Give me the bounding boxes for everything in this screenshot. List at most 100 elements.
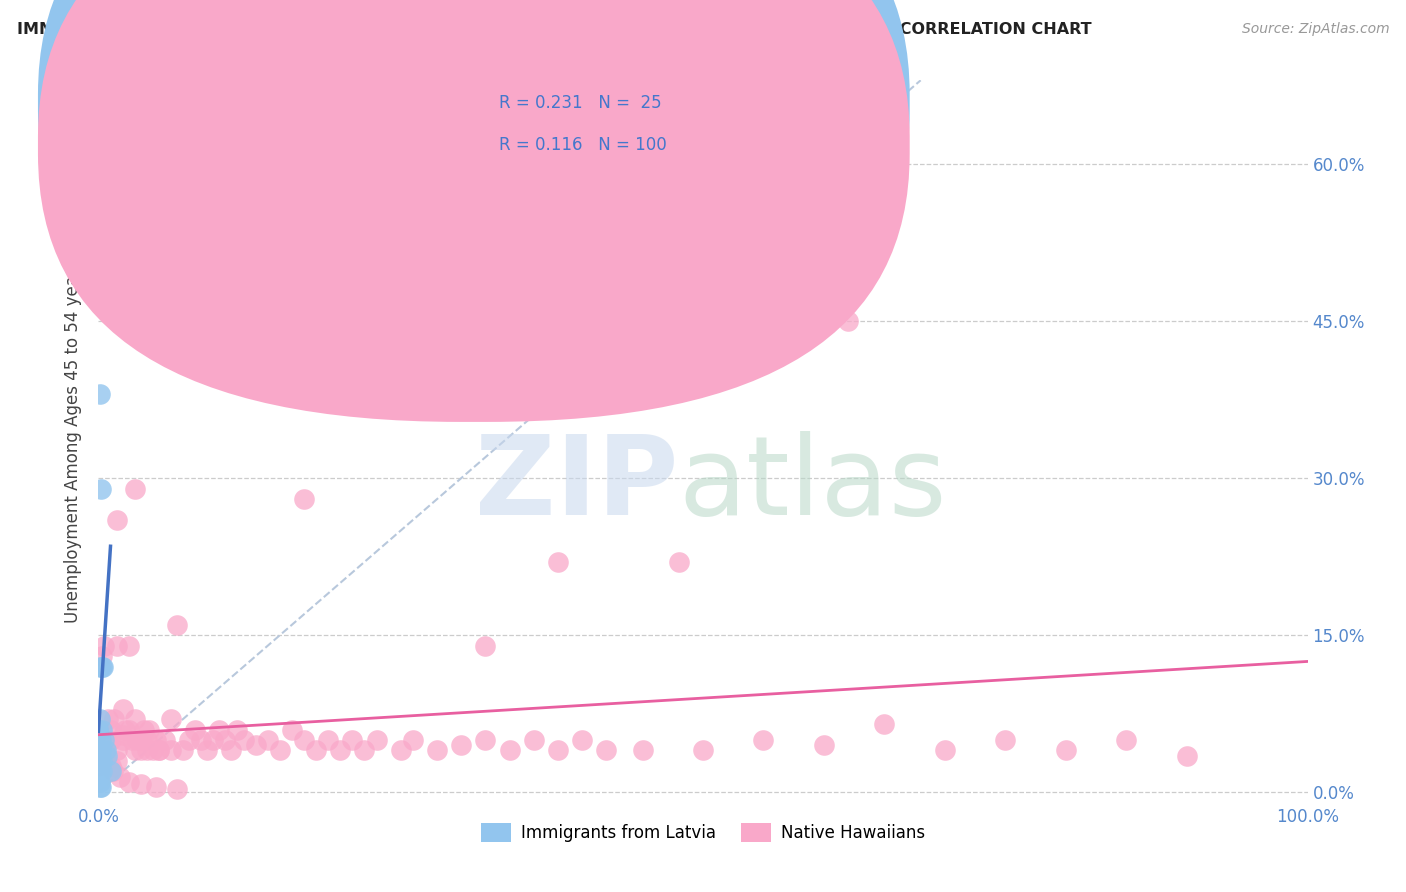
Text: R = 0.116   N = 100: R = 0.116 N = 100 bbox=[499, 136, 666, 154]
Point bbox=[89, 754, 111, 768]
Point bbox=[305, 743, 328, 757]
Point bbox=[89, 764, 111, 779]
Point bbox=[166, 617, 188, 632]
Point bbox=[93, 639, 115, 653]
Point bbox=[134, 723, 156, 737]
Point bbox=[118, 723, 141, 737]
Point bbox=[1115, 733, 1137, 747]
Point bbox=[145, 780, 167, 794]
Point bbox=[402, 733, 425, 747]
Point bbox=[100, 723, 122, 737]
Point bbox=[571, 733, 593, 747]
Point bbox=[89, 659, 111, 673]
Point bbox=[873, 717, 896, 731]
Text: IMMIGRANTS FROM LATVIA VS NATIVE HAWAIIAN UNEMPLOYMENT AMONG AGES 45 TO 54 YEARS: IMMIGRANTS FROM LATVIA VS NATIVE HAWAIIA… bbox=[17, 22, 1091, 37]
Point bbox=[292, 733, 315, 747]
Y-axis label: Unemployment Among Ages 45 to 54 years: Unemployment Among Ages 45 to 54 years bbox=[65, 260, 83, 624]
Point bbox=[90, 780, 112, 794]
Point bbox=[91, 754, 114, 768]
Point bbox=[118, 775, 141, 789]
Point bbox=[595, 743, 617, 757]
Point bbox=[105, 639, 128, 653]
Point bbox=[1175, 748, 1198, 763]
Point bbox=[221, 743, 243, 757]
Legend: Immigrants from Latvia, Native Hawaiians: Immigrants from Latvia, Native Hawaiians bbox=[474, 816, 932, 848]
Point bbox=[474, 639, 496, 653]
Point bbox=[148, 743, 170, 757]
Point bbox=[91, 723, 114, 737]
Point bbox=[111, 733, 134, 747]
Point bbox=[93, 743, 115, 757]
Point bbox=[108, 770, 131, 784]
Point bbox=[342, 733, 364, 747]
Point bbox=[90, 743, 112, 757]
Point bbox=[89, 712, 111, 726]
Point bbox=[93, 743, 115, 757]
Point bbox=[389, 743, 412, 757]
Point bbox=[160, 712, 183, 726]
Point bbox=[316, 733, 339, 747]
Point bbox=[450, 738, 472, 752]
Point bbox=[87, 759, 110, 773]
Point bbox=[153, 733, 176, 747]
Point bbox=[91, 764, 114, 779]
Point bbox=[91, 659, 114, 673]
Point bbox=[269, 743, 291, 757]
Point bbox=[87, 754, 110, 768]
Point bbox=[668, 555, 690, 569]
Point bbox=[208, 723, 231, 737]
Point bbox=[631, 743, 654, 757]
Point bbox=[105, 743, 128, 757]
Text: Source: ZipAtlas.com: Source: ZipAtlas.com bbox=[1241, 22, 1389, 37]
Point bbox=[118, 639, 141, 653]
Point bbox=[89, 754, 111, 768]
Point bbox=[129, 743, 152, 757]
Text: R = 0.231   N =  25: R = 0.231 N = 25 bbox=[499, 94, 662, 112]
Point bbox=[142, 743, 165, 757]
Point bbox=[292, 492, 315, 507]
Point bbox=[692, 743, 714, 757]
Point bbox=[837, 314, 859, 328]
Point bbox=[160, 743, 183, 757]
Point bbox=[179, 733, 201, 747]
Point bbox=[166, 782, 188, 797]
Point bbox=[547, 743, 569, 757]
Point bbox=[89, 387, 111, 401]
Point bbox=[226, 723, 249, 737]
Point bbox=[498, 743, 520, 757]
Point bbox=[184, 723, 207, 737]
Point bbox=[245, 738, 267, 752]
Point bbox=[523, 733, 546, 747]
Point bbox=[214, 733, 236, 747]
Point bbox=[101, 764, 124, 779]
Point bbox=[1054, 743, 1077, 757]
Point bbox=[91, 649, 114, 664]
Text: ZIP: ZIP bbox=[475, 432, 679, 539]
Point bbox=[190, 733, 212, 747]
Point bbox=[124, 482, 146, 496]
Point bbox=[87, 723, 110, 737]
Point bbox=[93, 754, 115, 768]
Point bbox=[111, 728, 134, 742]
Point bbox=[129, 777, 152, 791]
Point bbox=[195, 743, 218, 757]
Point bbox=[124, 743, 146, 757]
Point bbox=[148, 743, 170, 757]
Point bbox=[232, 733, 254, 747]
Point bbox=[91, 659, 114, 673]
Point bbox=[96, 748, 118, 763]
Point bbox=[89, 780, 111, 794]
Point bbox=[89, 743, 111, 757]
Point bbox=[129, 733, 152, 747]
Point bbox=[90, 733, 112, 747]
Point bbox=[135, 733, 157, 747]
Point bbox=[121, 733, 143, 747]
Point bbox=[90, 743, 112, 757]
Point bbox=[256, 733, 278, 747]
Point bbox=[124, 712, 146, 726]
Point bbox=[329, 743, 352, 757]
Point bbox=[87, 733, 110, 747]
Point bbox=[91, 748, 114, 763]
Point bbox=[93, 733, 115, 747]
Point bbox=[111, 701, 134, 715]
